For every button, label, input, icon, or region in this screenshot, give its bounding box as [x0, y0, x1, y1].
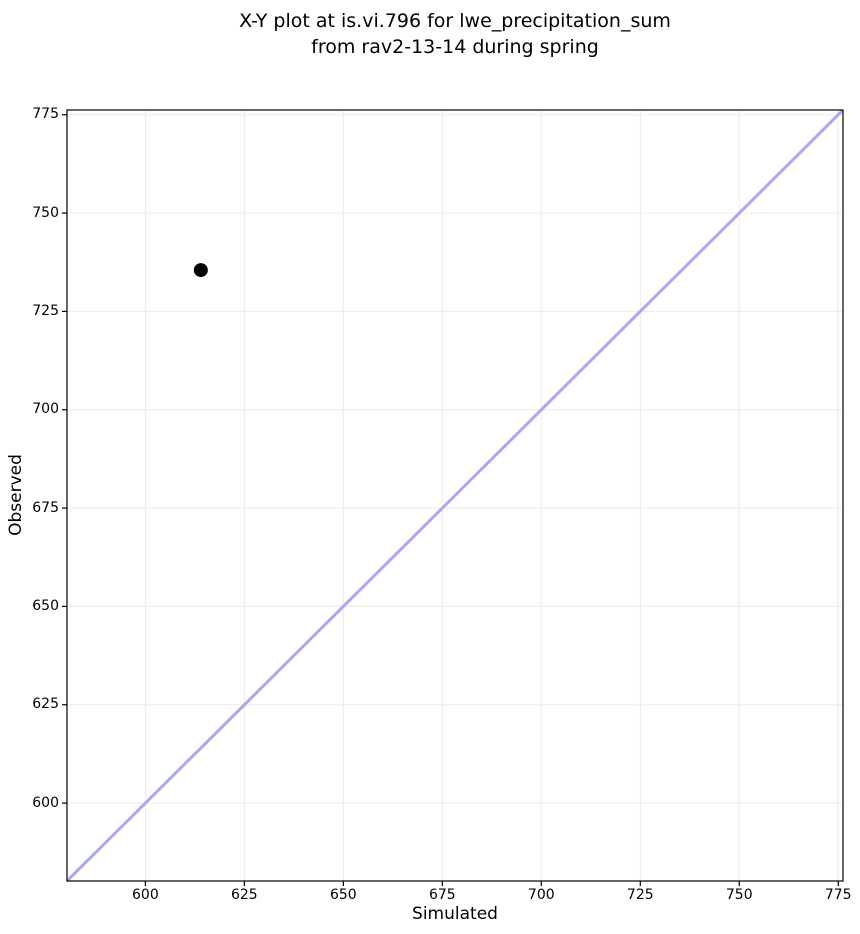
y-tick-label: 700: [32, 401, 59, 418]
y-tick-label: 775: [32, 106, 59, 123]
x-tick-label: 700: [527, 887, 555, 903]
y-tick-label: 650: [32, 597, 59, 614]
tick-marks: [62, 114, 839, 886]
axes-box: [66, 109, 844, 882]
x-tick-label: 725: [626, 887, 654, 903]
y-axis-label: Observed: [6, 454, 26, 536]
y-tick-label: 600: [32, 794, 59, 811]
y-tick-label: 750: [32, 204, 59, 221]
x-axis-label: Simulated: [412, 904, 498, 924]
x-tick-label: 775: [824, 887, 852, 903]
y-tick-label: 675: [32, 499, 59, 516]
x-tick-label: 750: [725, 887, 753, 903]
y-tick-label: 625: [32, 696, 59, 713]
data-point: [193, 263, 208, 278]
identity-line: [65, 108, 845, 883]
chart-title: X-Y plot at is.vi.796 for lwe_precipitat…: [239, 10, 671, 59]
grid-lines: [67, 110, 843, 881]
x-tick-label: 600: [132, 887, 159, 903]
x-tick-label: 650: [329, 887, 357, 903]
x-tick-label: 625: [230, 887, 258, 903]
y-tick-label: 725: [32, 302, 59, 319]
x-tick-label: 675: [428, 887, 456, 903]
scatter-series: [193, 263, 208, 278]
